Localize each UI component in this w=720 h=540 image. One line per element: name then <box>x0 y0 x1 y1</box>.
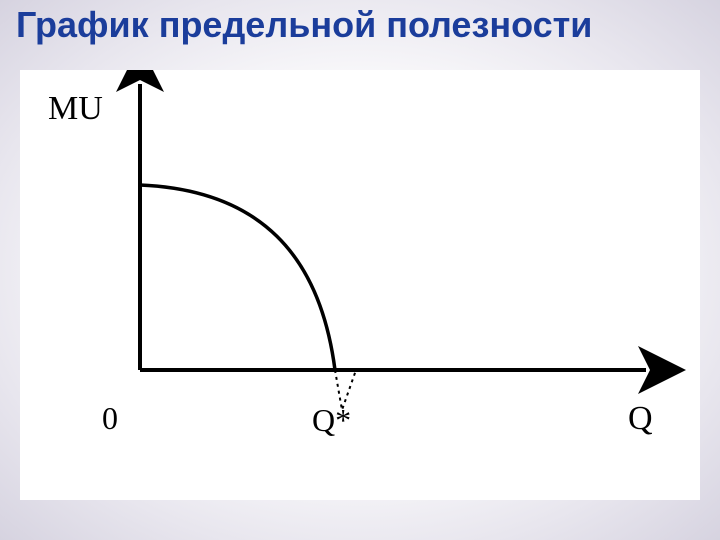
slide-title: График предельной полезности <box>16 4 704 46</box>
y-axis-label: MU <box>48 90 103 128</box>
mu-curve <box>140 185 335 370</box>
chart-area: MU 0 Q* Q <box>20 70 700 500</box>
slide: График предельной полезности MU 0 Q* Q <box>0 0 720 540</box>
chart-svg <box>20 70 700 500</box>
x-axis-label: Q <box>628 400 653 438</box>
q-star-label: Q* <box>312 402 351 439</box>
origin-label: 0 <box>102 400 118 437</box>
